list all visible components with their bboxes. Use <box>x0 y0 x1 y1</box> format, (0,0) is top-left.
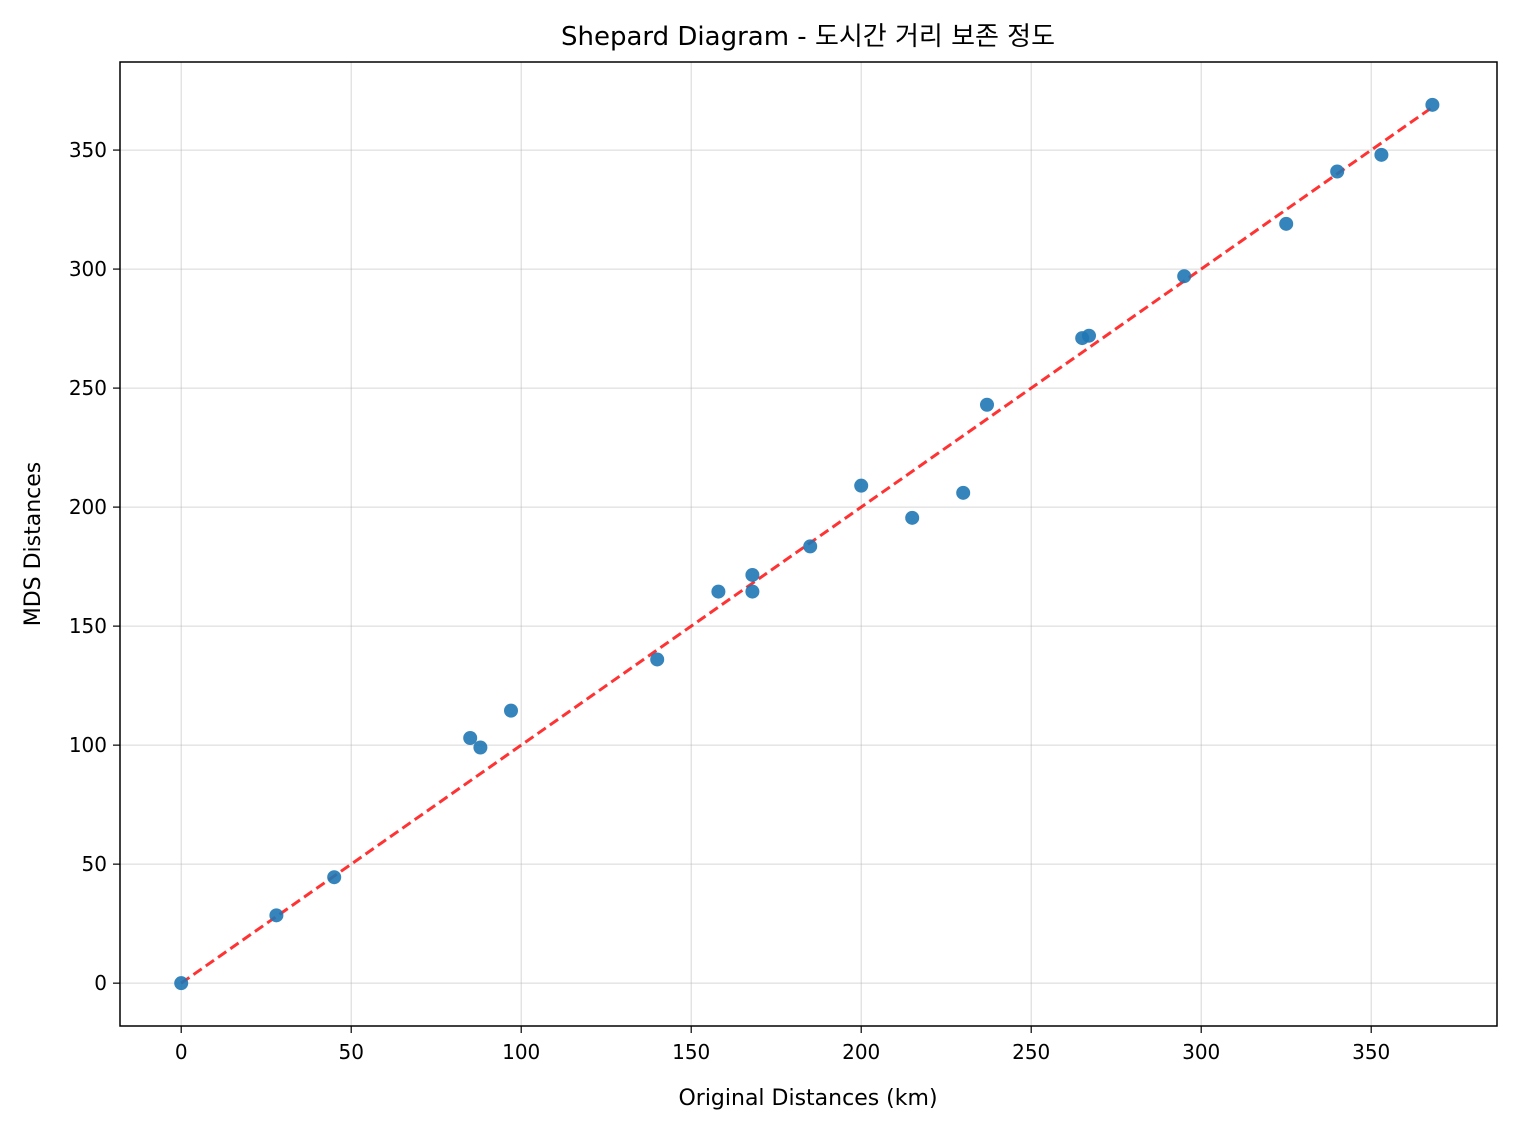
y-tick-label: 250 <box>69 376 107 400</box>
y-tick-label: 300 <box>69 257 107 281</box>
data-point <box>1425 97 1440 112</box>
points <box>174 97 1440 991</box>
data-point <box>1082 328 1096 343</box>
x-tick-label: 100 <box>502 1040 540 1064</box>
data-point <box>463 730 478 745</box>
data-point <box>745 567 760 582</box>
x-axis-label: Original Distances (km) <box>678 1086 937 1111</box>
data-point <box>650 652 665 667</box>
ticks: 0 50 100 150 200 250 300 350 0 50 100 150 200 250 300 3… <box>69 138 1390 1064</box>
data-point <box>327 870 342 885</box>
grid <box>120 62 1497 1026</box>
data-point <box>956 485 971 500</box>
data-point <box>269 908 284 923</box>
data-point <box>1177 269 1192 284</box>
y-axis-label: MDS Distances <box>21 462 46 627</box>
data-point <box>1330 164 1345 179</box>
data-point <box>980 397 994 412</box>
data-point <box>905 510 920 525</box>
x-tick-label: 0 <box>175 1040 188 1064</box>
data-point <box>711 584 726 599</box>
y-tick-label: 100 <box>69 733 107 757</box>
data-point <box>803 539 818 554</box>
x-tick-label: 250 <box>1012 1040 1050 1064</box>
data-point <box>1374 147 1389 162</box>
x-tick-label: 150 <box>672 1040 710 1064</box>
y-tick-label: 150 <box>69 614 107 638</box>
x-tick-label: 300 <box>1182 1040 1220 1064</box>
plot-frame <box>119 61 1498 1027</box>
data-point <box>174 976 189 991</box>
data-point <box>1279 216 1294 231</box>
data-point <box>504 703 518 718</box>
data-point <box>473 740 488 755</box>
x-tick-label: 200 <box>842 1040 880 1064</box>
y-tick-label: 0 <box>94 971 107 995</box>
chart-title: Shepard Diagram - 도시간 거리 보존 정도 <box>561 22 1055 52</box>
y-tick-label: 350 <box>69 138 107 162</box>
y-tick-label: 50 <box>82 852 107 876</box>
x-tick-label: 350 <box>1352 1040 1390 1064</box>
data-point <box>745 584 760 599</box>
data-point <box>854 478 869 493</box>
y-tick-label: 200 <box>69 495 107 519</box>
x-tick-label: 50 <box>338 1040 363 1064</box>
